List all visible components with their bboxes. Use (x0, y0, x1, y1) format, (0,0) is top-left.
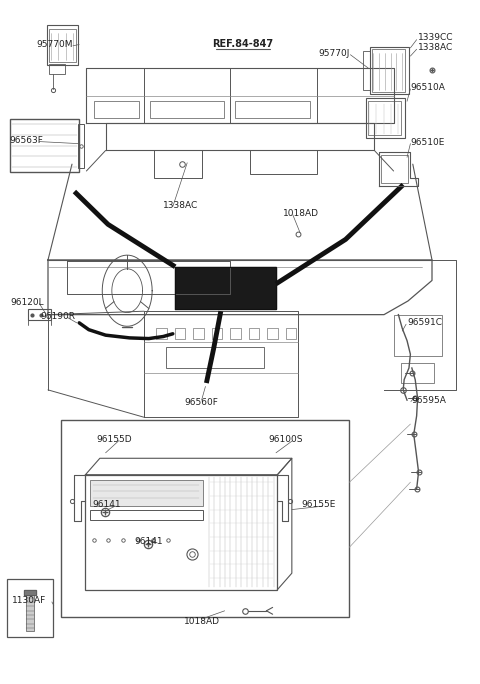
Text: 96100S: 96100S (269, 434, 303, 444)
Text: 96563F: 96563F (10, 135, 44, 145)
Text: 96120L: 96120L (11, 298, 44, 307)
Bar (193, 328, 204, 339)
Bar (249, 328, 259, 339)
Bar (286, 328, 296, 339)
Text: REF.84-847: REF.84-847 (212, 39, 273, 49)
Bar (90, 510, 203, 520)
Bar (267, 328, 277, 339)
Bar (230, 328, 240, 339)
Text: 96190R: 96190R (41, 311, 76, 321)
Text: 1130AF: 1130AF (12, 596, 46, 605)
Polygon shape (24, 590, 36, 595)
Text: 1339CC: 1339CC (418, 33, 453, 42)
Bar (372, 49, 405, 92)
Text: 1018AD: 1018AD (183, 616, 219, 626)
Bar (156, 328, 167, 339)
Bar (401, 363, 434, 383)
Bar (154, 150, 202, 178)
Text: 96141: 96141 (134, 537, 163, 547)
Text: 96155E: 96155E (301, 500, 336, 510)
Text: 96560F: 96560F (185, 397, 218, 407)
Bar (381, 155, 408, 183)
Bar (150, 101, 224, 118)
Bar (10, 119, 79, 172)
Bar (235, 101, 310, 118)
Bar (370, 47, 409, 94)
Text: 1338AC: 1338AC (163, 200, 198, 210)
Text: 1338AC: 1338AC (418, 43, 453, 53)
Bar (90, 480, 203, 506)
Bar (368, 101, 401, 135)
Text: 96510A: 96510A (410, 83, 445, 92)
Text: 96510E: 96510E (410, 137, 445, 147)
Bar (47, 25, 78, 65)
Bar (363, 51, 370, 90)
Bar (94, 101, 139, 118)
Bar (250, 150, 317, 174)
Bar (85, 475, 277, 590)
Text: 96155D: 96155D (96, 434, 132, 444)
Bar (78, 124, 84, 168)
Bar (366, 98, 405, 138)
Bar (49, 29, 76, 62)
Text: 96141: 96141 (92, 500, 121, 510)
Bar (49, 64, 65, 74)
Bar (61, 420, 349, 617)
Bar (166, 347, 264, 368)
Bar (7, 579, 53, 637)
Bar (212, 328, 222, 339)
Text: 95770J: 95770J (318, 49, 349, 58)
Text: 1018AD: 1018AD (283, 209, 319, 218)
Text: 95770M: 95770M (36, 40, 72, 49)
Bar (175, 328, 185, 339)
Polygon shape (175, 267, 276, 309)
Bar (26, 595, 34, 631)
Bar (28, 309, 51, 320)
Text: 96595A: 96595A (412, 395, 447, 405)
Bar (394, 315, 442, 356)
Text: 96591C: 96591C (407, 318, 442, 328)
